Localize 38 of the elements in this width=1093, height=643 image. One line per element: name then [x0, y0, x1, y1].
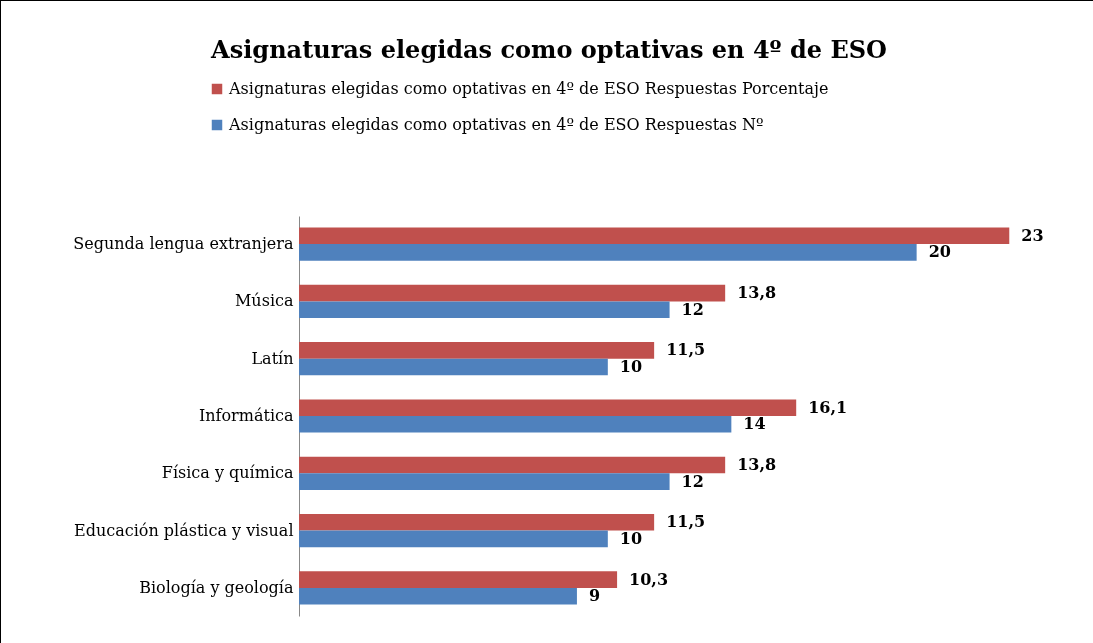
y-tick-label: Informática: [198, 406, 294, 425]
legend-label: Asignaturas elegidas como optativas en 4º de ESO Respuestas Nº: [228, 115, 764, 134]
y-tick-label: Latín: [251, 348, 294, 368]
y-tick-label: Segunda lengua extranjera: [73, 234, 294, 254]
y-tick-label: Música: [234, 291, 294, 311]
data-label: 11,5: [666, 340, 706, 360]
data-label: 13,8: [737, 283, 777, 303]
bar: [299, 399, 797, 416]
data-label: 12: [681, 299, 704, 319]
data-label: 10,3: [629, 569, 669, 589]
data-label: 23: [1021, 225, 1044, 245]
y-tick-label: Educación plástica y visual: [73, 520, 294, 540]
data-label: 11,5: [666, 512, 706, 532]
bar: [299, 342, 655, 359]
data-label: 14: [743, 414, 766, 434]
data-label: 9: [588, 586, 601, 606]
bar: [299, 513, 655, 531]
bar: [299, 571, 618, 588]
legend-label: Asignaturas elegidas como optativas en 4º de ESO Respuestas Porcentaje: [228, 79, 829, 98]
bar: [299, 358, 608, 376]
data-label: 20: [928, 242, 951, 262]
data-label: 12: [681, 471, 704, 491]
data-label: 10: [619, 528, 643, 548]
bar: [299, 473, 670, 490]
bar: [299, 301, 670, 319]
bar: [299, 244, 917, 261]
y-tick-label: Física y química: [161, 463, 294, 483]
bar: [299, 587, 577, 605]
bar: [299, 416, 732, 433]
bar: [299, 284, 726, 302]
data-label: 16,1: [808, 397, 848, 417]
bar: [299, 530, 608, 548]
data-label: 10: [619, 357, 643, 376]
bar: [299, 456, 726, 474]
y-tick-label: Biología y geología: [139, 577, 294, 597]
data-label: 13,8: [737, 455, 777, 474]
chart-title: Asignaturas elegidas como optativas en 4º de ESO: [210, 35, 887, 64]
bar: [299, 227, 1010, 245]
